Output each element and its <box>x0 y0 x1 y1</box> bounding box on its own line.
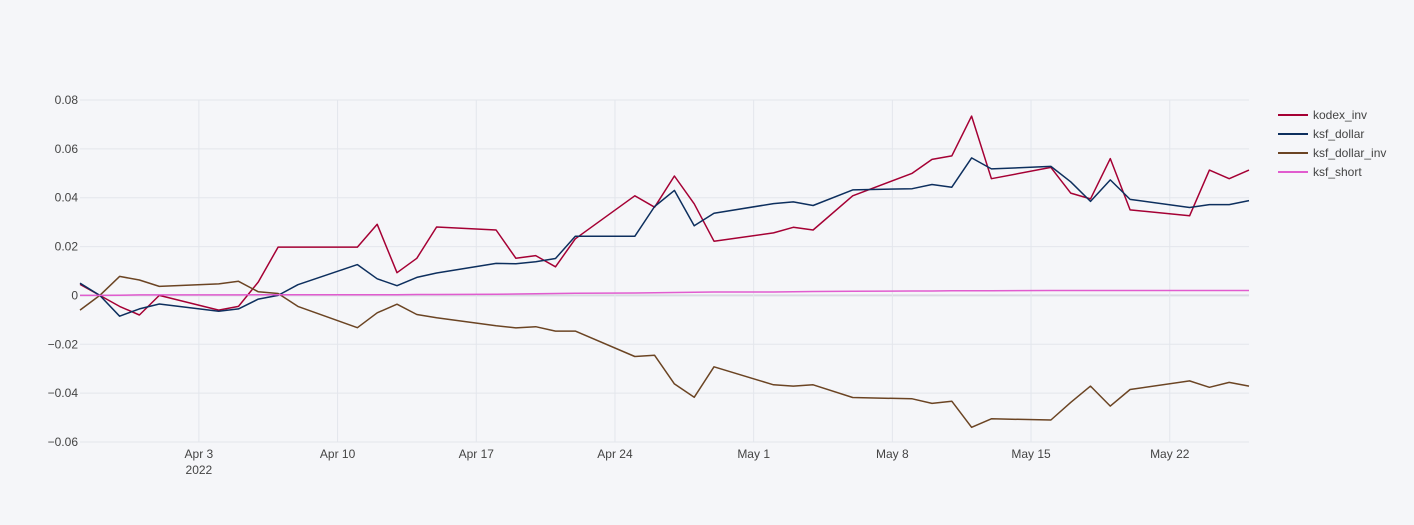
series-line-kodex_inv <box>79 115 1250 316</box>
x-tick-sublabel: 2022 <box>186 463 213 477</box>
plot-area <box>79 115 1250 429</box>
x-axis: Apr 3 2022 Apr 10 Apr 17 Apr 24 May 1 May 8 May… <box>185 447 1190 477</box>
legend[interactable]: kodex_inv ksf_dollar ksf_dollar_inv ksf_sho… <box>1278 108 1386 179</box>
legend-item-ksf_short[interactable]: ksf_short <box>1278 165 1362 179</box>
y-tick-label: 0.02 <box>55 240 79 254</box>
y-tick-label: 0.04 <box>55 191 79 205</box>
y-tick-label: 0 <box>71 288 78 302</box>
x-tick-label: Apr 17 <box>459 447 495 461</box>
x-tick-label: May 22 <box>1150 447 1190 461</box>
series-line-ksf_dollar_inv <box>79 275 1250 429</box>
legend-label: kodex_inv <box>1313 108 1367 122</box>
x-tick-label: Apr 10 <box>320 447 356 461</box>
y-tick-label: −0.04 <box>48 386 79 400</box>
series-line-ksf_short <box>80 289 1249 297</box>
x-tick-label: Apr 3 <box>185 447 214 461</box>
y-tick-label: 0.08 <box>55 93 79 107</box>
x-tick-label: May 1 <box>737 447 770 461</box>
legend-item-ksf_dollar[interactable]: ksf_dollar <box>1278 127 1364 141</box>
gridlines <box>80 99 1249 443</box>
legend-item-kodex_inv[interactable]: kodex_inv <box>1278 108 1367 122</box>
legend-label: ksf_dollar <box>1313 127 1364 141</box>
legend-label: ksf_dollar_inv <box>1313 146 1386 160</box>
series-line-ksf_dollar <box>79 157 1250 317</box>
legend-item-ksf_dollar_inv[interactable]: ksf_dollar_inv <box>1278 146 1386 160</box>
x-tick-label: Apr 24 <box>597 447 633 461</box>
legend-label: ksf_short <box>1313 165 1362 179</box>
y-tick-label: 0.06 <box>55 142 79 156</box>
y-tick-label: −0.02 <box>48 337 79 351</box>
y-tick-label: −0.06 <box>48 435 79 449</box>
y-axis: 0.08 0.06 0.04 0.02 0 −0.02 −0.04 −0.06 <box>48 93 79 449</box>
x-tick-label: May 15 <box>1011 447 1051 461</box>
x-tick-label: May 8 <box>876 447 909 461</box>
